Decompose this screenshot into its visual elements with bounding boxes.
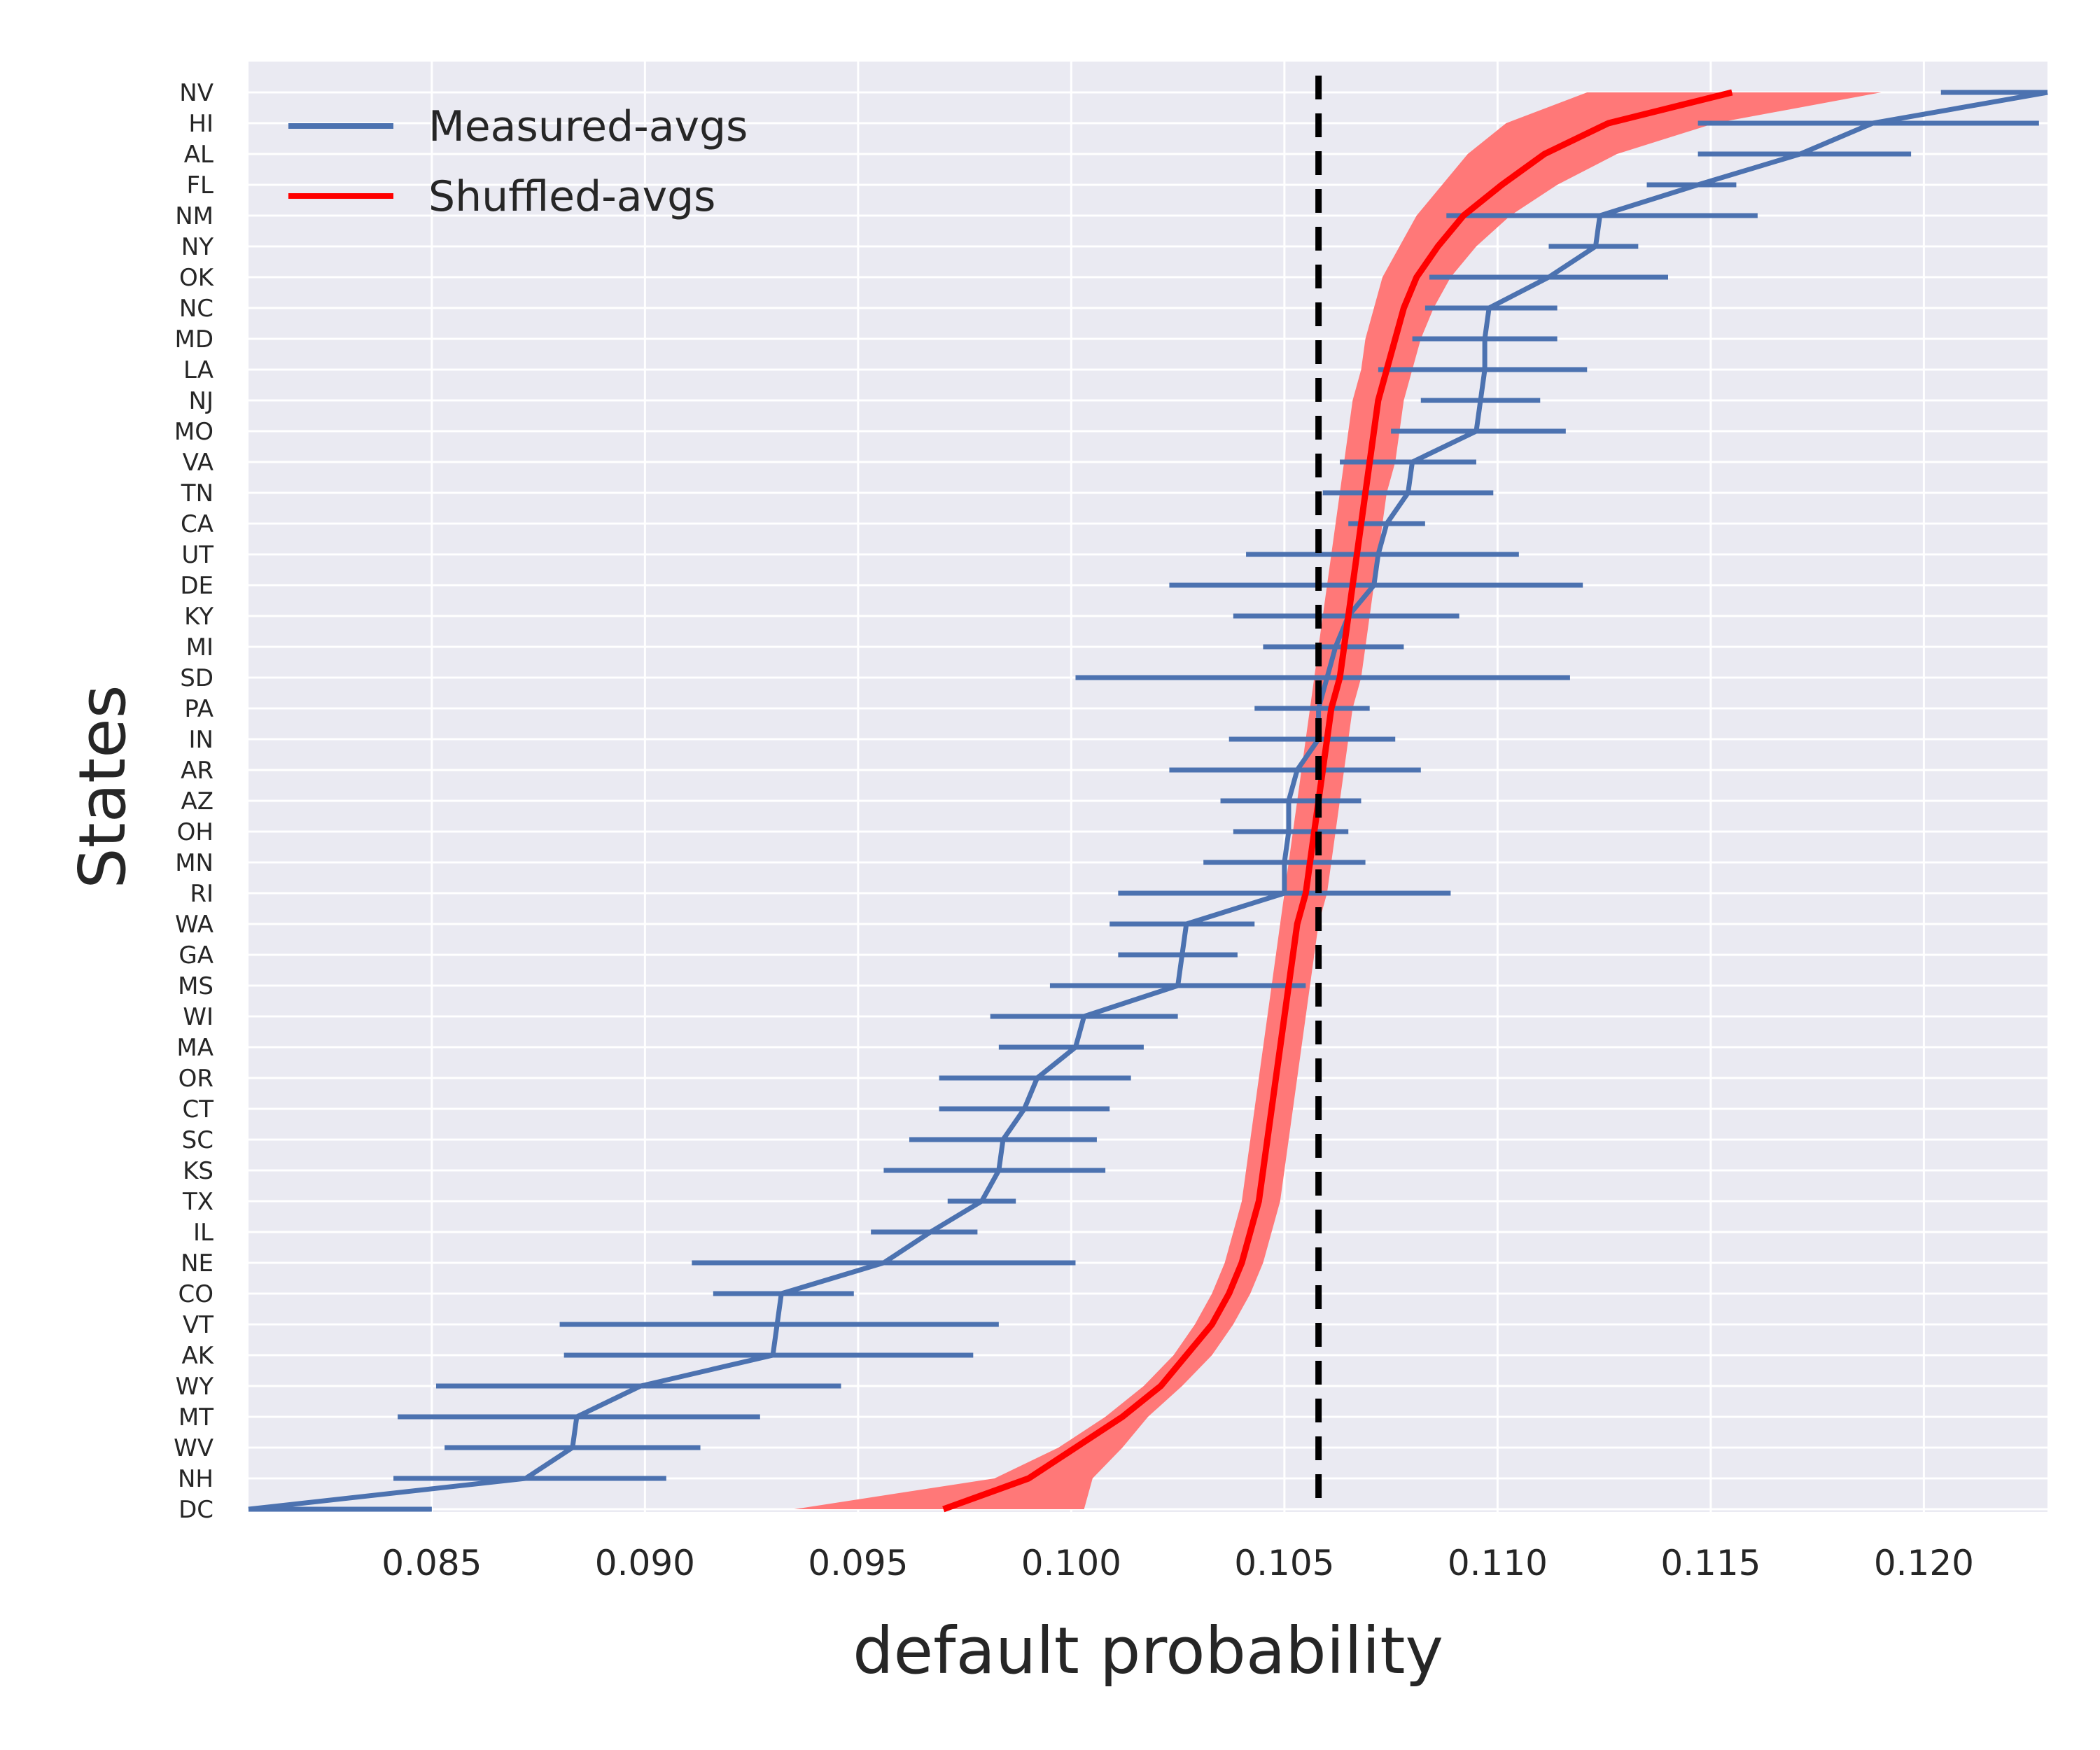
- y-tick-label-WA: WA: [175, 911, 214, 939]
- y-tick-label-WV: WV: [174, 1434, 214, 1462]
- y-tick-label-DE: DE: [180, 572, 214, 600]
- y-tick-label-NJ: NJ: [189, 387, 214, 415]
- y-tick-label-NC: NC: [179, 295, 214, 323]
- y-tick-label-WI: WI: [183, 1003, 214, 1031]
- y-tick-label-KY: KY: [184, 603, 214, 631]
- y-tick-label-SC: SC: [182, 1126, 214, 1154]
- y-tick-label-HI: HI: [188, 110, 214, 138]
- measured-series-layer: [248, 90, 2048, 1512]
- y-tick-label-MI: MI: [186, 634, 214, 662]
- x-axis-label: default probability: [853, 1614, 1443, 1688]
- measured-line: [248, 90, 2048, 1512]
- y-tick-label-VT: VT: [183, 1311, 214, 1339]
- y-tick-label-VA: VA: [183, 449, 214, 477]
- y-tick-label-OR: OR: [178, 1065, 214, 1093]
- x-tick-label: 0.120: [1874, 1543, 1974, 1583]
- plot-background: [248, 62, 2047, 1512]
- y-tick-label-SD: SD: [180, 664, 214, 692]
- y-tick-label-MA: MA: [176, 1034, 214, 1062]
- y-tick-label-AK: AK: [181, 1342, 214, 1370]
- y-tick-label-RI: RI: [190, 880, 214, 908]
- y-tick-label-IN: IN: [189, 726, 214, 754]
- x-tick-label: 0.110: [1448, 1543, 1548, 1583]
- y-tick-label-TX: TX: [182, 1188, 214, 1216]
- x-tick-label: 0.115: [1660, 1543, 1760, 1583]
- y-tick-label-PA: PA: [184, 695, 214, 723]
- y-tick-label-MO: MO: [174, 418, 214, 446]
- y-tick-label-MN: MN: [175, 849, 214, 877]
- x-tick-label: 0.095: [808, 1543, 908, 1583]
- y-tick-label-FL: FL: [187, 172, 214, 200]
- y-tick-label-TN: TN: [181, 479, 214, 507]
- y-tick-label-MT: MT: [178, 1404, 214, 1432]
- y-tick-label-MD: MD: [174, 326, 214, 354]
- y-tick-label-IL: IL: [193, 1219, 214, 1247]
- x-tick-label: 0.100: [1021, 1543, 1121, 1583]
- y-axis-label: States: [65, 685, 140, 888]
- y-tick-label-AR: AR: [181, 757, 214, 785]
- y-tick-label-OK: OK: [179, 264, 215, 292]
- legend: Measured-avgs Shuffled-avgs: [288, 102, 748, 221]
- x-tick-label: 0.105: [1234, 1543, 1334, 1583]
- y-tick-label-NY: NY: [181, 233, 214, 261]
- x-tick-label: 0.090: [595, 1543, 695, 1583]
- y-tick-label-CO: CO: [178, 1280, 214, 1308]
- y-tick-label-AL: AL: [184, 141, 214, 169]
- y-tick-label-AZ: AZ: [181, 788, 214, 816]
- y-tick-label-KS: KS: [183, 1157, 214, 1185]
- y-tick-label-GA: GA: [178, 941, 214, 969]
- x-tick-labels: 0.085 0.090 0.095 0.100 0.105 0.110 0.115 0.120: [382, 1543, 1974, 1583]
- legend-label-shuffled: Shuffled-avgs: [428, 172, 715, 221]
- y-tick-label-LA: LA: [183, 356, 214, 384]
- y-tick-label-OH: OH: [177, 818, 214, 846]
- y-tick-label-MS: MS: [178, 972, 214, 1000]
- y-tick-label-NE: NE: [181, 1250, 214, 1278]
- y-tick-label-WY: WY: [176, 1373, 214, 1401]
- y-tick-label-NH: NH: [178, 1465, 214, 1493]
- y-tick-label-CT: CT: [182, 1096, 214, 1124]
- y-tick-label-CA: CA: [181, 510, 214, 538]
- legend-label-measured: Measured-avgs: [428, 102, 748, 151]
- y-tick-label-DC: DC: [178, 1496, 214, 1524]
- x-tick-label: 0.085: [382, 1543, 482, 1583]
- y-tick-label-NM: NM: [175, 202, 214, 230]
- y-tick-label-NV: NV: [179, 79, 214, 107]
- y-tick-label-UT: UT: [181, 541, 214, 569]
